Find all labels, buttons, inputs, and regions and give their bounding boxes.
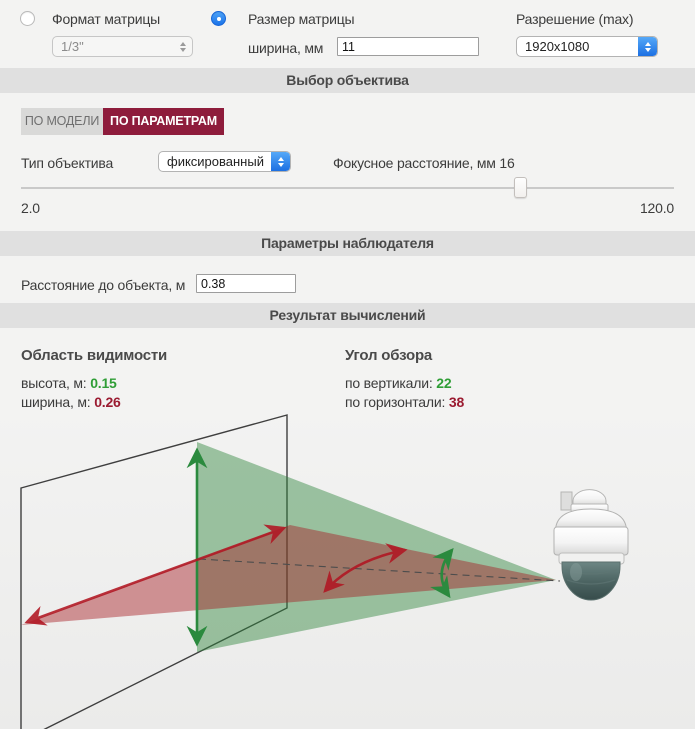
view-angle-title: Угол обзора (345, 347, 433, 364)
visible-width-label: ширина, м: (21, 394, 91, 410)
vertical-angle-curved-arrow-icon (430, 547, 454, 599)
fov-diagram (0, 410, 695, 729)
visible-height-row: высота, м: 0.15 (21, 375, 117, 391)
focal-length-slider-track[interactable] (21, 187, 674, 189)
focal-length-value: 16 (499, 155, 515, 171)
sensor-width-label: ширина, мм (248, 40, 324, 56)
matrix-size-radio[interactable] (211, 11, 226, 26)
tab-by-params[interactable]: ПО ПАРАМЕТРАМ (103, 108, 224, 135)
lens-type-label: Тип объектива (21, 155, 114, 171)
dome-camera-icon (553, 489, 629, 601)
chevron-up-down-icon (173, 37, 192, 56)
tab-by-model[interactable]: ПО МОДЕЛИ (21, 108, 103, 135)
observer-section-header: Параметры наблюдателя (0, 231, 695, 256)
visible-width-row: ширина, м: 0.26 (21, 394, 121, 410)
distance-input[interactable] (196, 274, 296, 293)
vertical-angle-row: по вертикали: 22 (345, 375, 452, 391)
lens-type-select[interactable]: фиксированный (158, 151, 291, 172)
vertical-angle-value: 22 (436, 375, 452, 391)
slider-min-label: 2.0 (21, 200, 40, 216)
resolution-label: Разрешение (max) (516, 11, 634, 27)
slider-max-label: 120.0 (639, 200, 674, 216)
visible-height-label: высота, м: (21, 375, 87, 391)
lens-section-header: Выбор объектива (0, 68, 695, 93)
matrix-format-label: Формат матрицы (52, 11, 161, 27)
horizontal-angle-value: 38 (448, 394, 465, 410)
resolution-select-value: 1920x1080 (525, 39, 590, 54)
resolution-select[interactable]: 1920x1080 (516, 36, 658, 57)
focal-length-label: Фокусное расстояние, мм 16 (333, 155, 515, 171)
focal-length-label-text: Фокусное расстояние, мм (333, 155, 496, 171)
visible-height-value: 0.15 (90, 375, 117, 391)
focal-length-slider-thumb[interactable] (514, 177, 527, 198)
chevron-up-down-icon (271, 152, 290, 171)
visible-width-value: 0.26 (94, 394, 121, 410)
lens-type-select-value: фиксированный (167, 154, 264, 169)
distance-label: Расстояние до объекта, м (21, 277, 186, 293)
target-plane-outline (20, 414, 288, 729)
chevron-up-down-icon (638, 37, 657, 56)
matrix-format-radio[interactable] (20, 11, 35, 26)
vertical-angle-label: по вертикали: (345, 375, 433, 391)
horizontal-angle-label: по горизонтали: (345, 394, 446, 410)
horizontal-angle-curved-arrow-icon (323, 543, 408, 593)
visibility-area-title: Область видимости (21, 347, 168, 364)
matrix-format-select-value: 1/3" (61, 39, 84, 54)
matrix-format-select[interactable]: 1/3" (52, 36, 193, 57)
results-section-header: Результат вычислений (0, 303, 695, 328)
sensor-width-input[interactable] (337, 37, 479, 56)
matrix-size-label: Размер матрицы (248, 11, 355, 27)
horizontal-angle-row: по горизонтали: 38 (345, 394, 464, 410)
diagonal-double-arrow-icon (24, 524, 287, 626)
